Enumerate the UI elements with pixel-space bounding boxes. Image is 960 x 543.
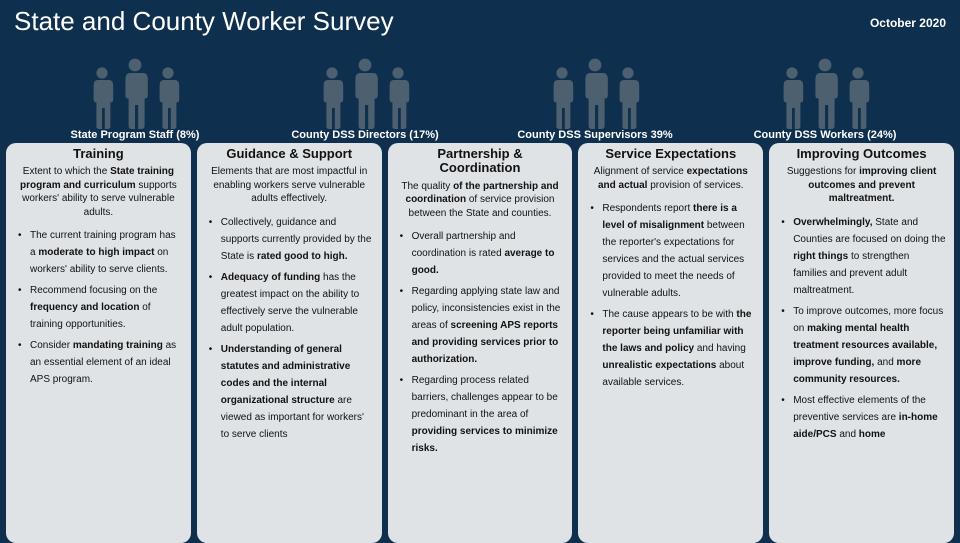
bullet-item: Collectively, guidance and supports curr… xyxy=(213,214,374,265)
person-icon xyxy=(844,51,872,129)
card-title: Guidance & Support xyxy=(205,147,374,161)
card-bullets: Overwhelmingly, State and Counties are f… xyxy=(777,214,946,447)
person-icon xyxy=(579,41,611,129)
card-title: Training xyxy=(14,147,183,161)
page-title: State and County Worker Survey xyxy=(14,6,394,37)
person-icon xyxy=(778,51,806,129)
person-icon xyxy=(614,51,642,129)
bullet-item: The cause appears to be with the reporte… xyxy=(594,306,755,391)
card-bullets: The current training program has a moder… xyxy=(14,227,183,392)
bullet-item: Adequacy of funding has the greatest imp… xyxy=(213,269,374,337)
person-icon xyxy=(318,51,346,129)
person-icon xyxy=(119,41,151,129)
person-icon xyxy=(349,41,381,129)
bullet-item: Overall partnership and coordination is … xyxy=(404,228,565,279)
person-icon xyxy=(384,51,412,129)
bullet-item: Consider mandating training as an essent… xyxy=(22,337,183,388)
silhouette-row xyxy=(0,37,960,129)
info-card: Partnership &Coordination The quality of … xyxy=(388,143,573,543)
info-card: Service Expectations Alignment of service… xyxy=(578,143,763,543)
bullet-item: Regarding applying state law and policy,… xyxy=(404,283,565,368)
card-title: Improving Outcomes xyxy=(777,147,946,161)
bullet-item: Understanding of general statutes and ad… xyxy=(213,341,374,443)
bullet-item: Overwhelmingly, State and Counties are f… xyxy=(785,214,946,299)
silhouette-group xyxy=(480,37,710,129)
bullet-item: Respondents report there is a level of m… xyxy=(594,200,755,302)
info-card: Training Extent to which the State traini… xyxy=(6,143,191,543)
card-description: Suggestions for improving client outcome… xyxy=(777,165,946,206)
person-icon xyxy=(548,51,576,129)
card-bullets: Collectively, guidance and supports curr… xyxy=(205,214,374,447)
card-description: Elements that are most impactful in enab… xyxy=(205,165,374,206)
card-description: The quality of the partnership and coord… xyxy=(396,180,565,221)
info-card: Improving Outcomes Suggestions for improv… xyxy=(769,143,954,543)
bullet-item: To improve outcomes, more focus on makin… xyxy=(785,303,946,388)
card-title: Partnership &Coordination xyxy=(396,147,565,176)
bullet-item: Regarding process related barriers, chal… xyxy=(404,372,565,457)
silhouette-group xyxy=(20,37,250,129)
person-icon xyxy=(154,51,182,129)
group-label: County DSS Supervisors 39% xyxy=(480,129,710,141)
card-description: Alignment of service expectations and ac… xyxy=(586,165,755,192)
bullet-item: Recommend focusing on the frequency and … xyxy=(22,282,183,333)
group-label: State Program Staff (8%) xyxy=(20,129,250,141)
info-card: Guidance & Support Elements that are most… xyxy=(197,143,382,543)
silhouette-group xyxy=(250,37,480,129)
page-date: October 2020 xyxy=(870,16,946,37)
bullet-item: Most effective elements of the preventiv… xyxy=(785,392,946,443)
columns-row: Training Extent to which the State traini… xyxy=(0,141,960,543)
card-bullets: Respondents report there is a level of m… xyxy=(586,200,755,395)
page-header: State and County Worker Survey October 2… xyxy=(0,0,960,39)
person-icon xyxy=(809,41,841,129)
group-labels: State Program Staff (8%)County DSS Direc… xyxy=(0,129,960,141)
card-bullets: Overall partnership and coordination is … xyxy=(396,228,565,461)
group-label: County DSS Workers (24%) xyxy=(710,129,940,141)
card-description: Extent to which the State training progr… xyxy=(14,165,183,219)
card-title: Service Expectations xyxy=(586,147,755,161)
bullet-item: The current training program has a moder… xyxy=(22,227,183,278)
group-label: County DSS Directors (17%) xyxy=(250,129,480,141)
person-icon xyxy=(88,51,116,129)
silhouette-group xyxy=(710,37,940,129)
